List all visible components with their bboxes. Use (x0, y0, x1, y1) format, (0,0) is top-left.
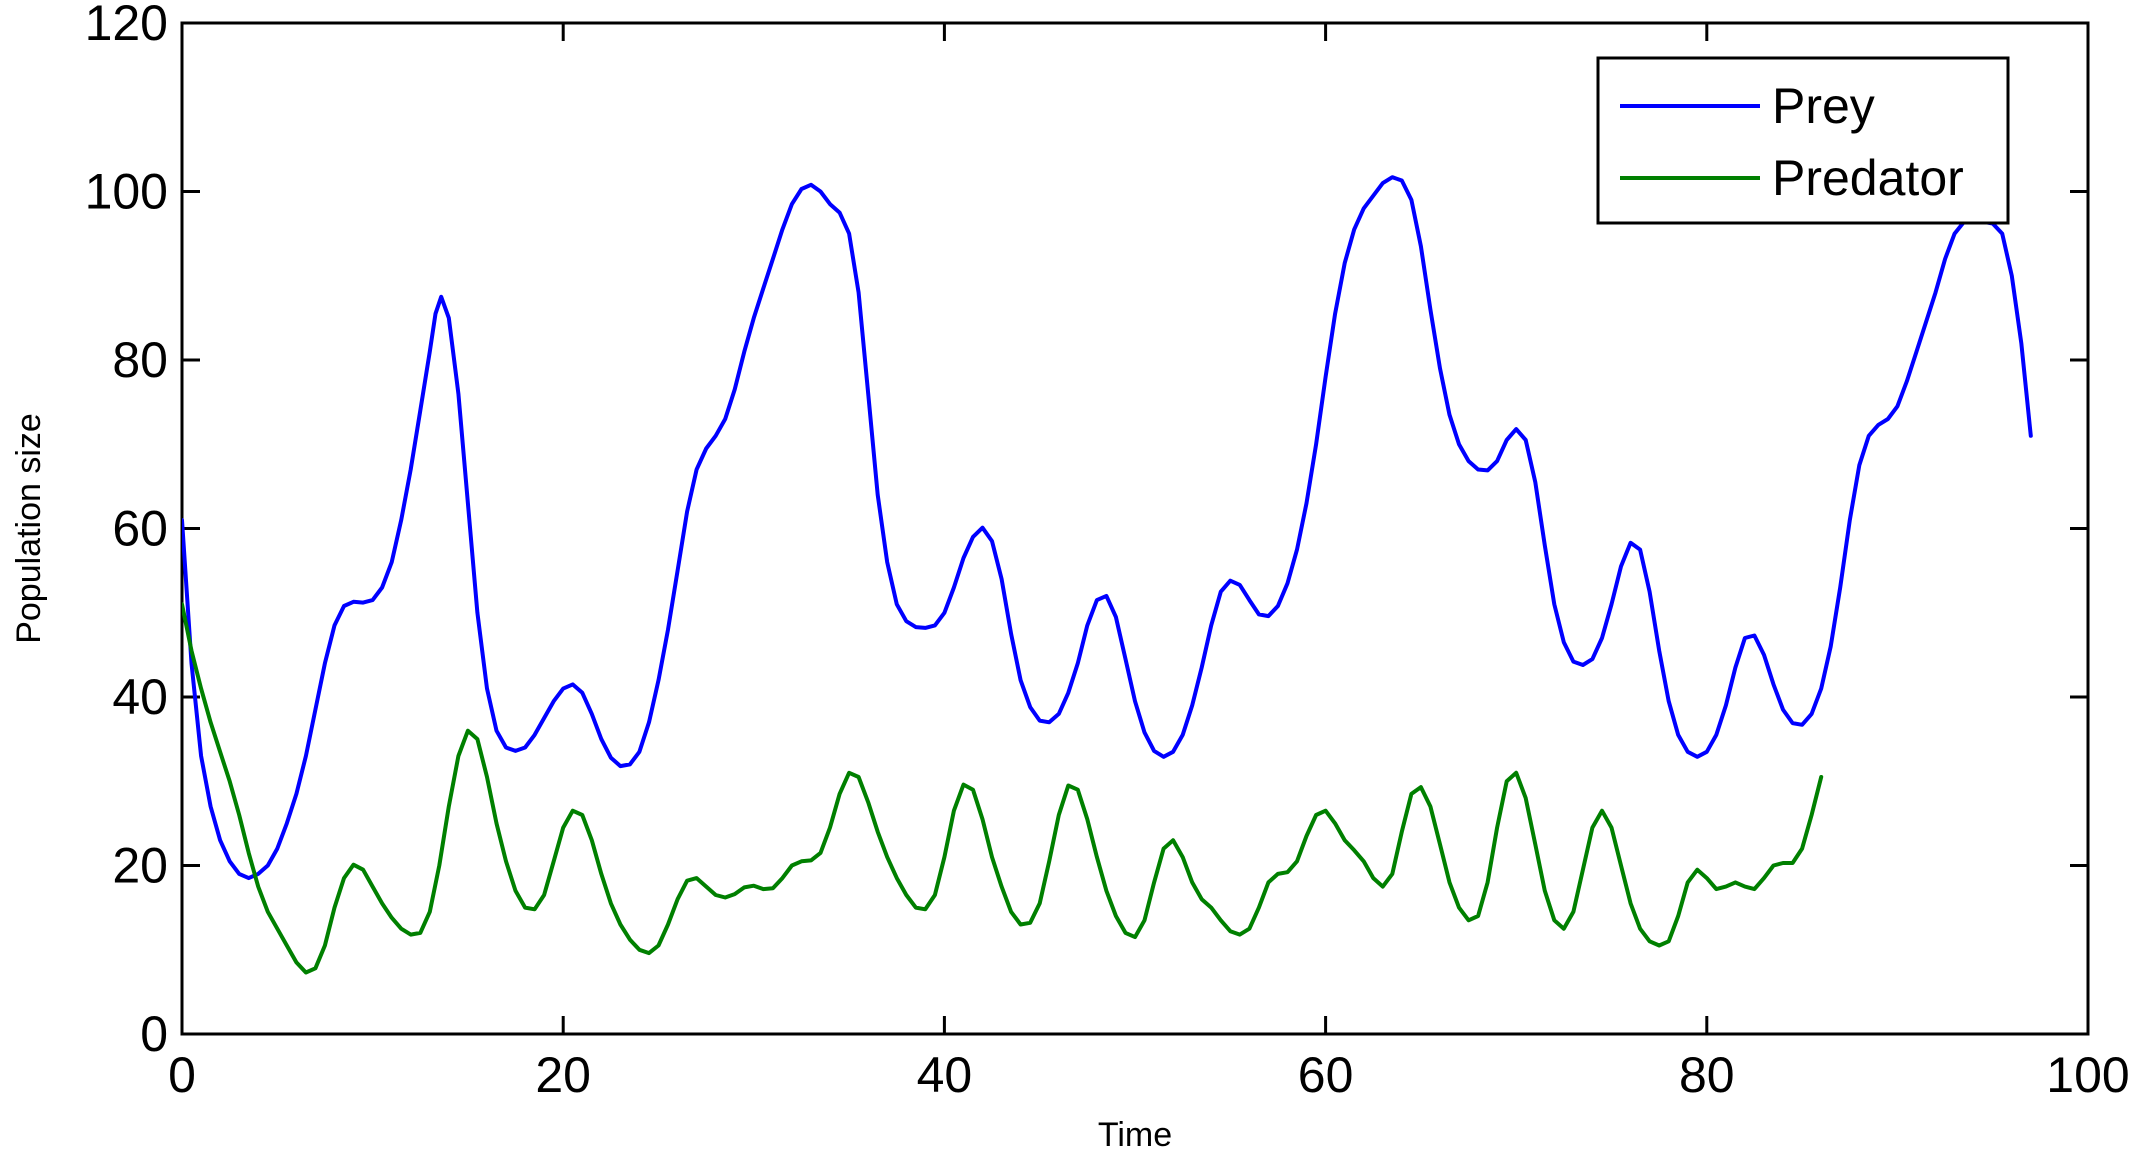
series-line-predator (182, 602, 1824, 975)
x-tick-label: 100 (2046, 1047, 2129, 1103)
y-tick-label: 100 (85, 164, 168, 220)
x-tick-label: 20 (535, 1047, 591, 1103)
legend-label-prey: Prey (1772, 78, 1875, 134)
y-axis-title: Population size (10, 413, 48, 644)
y-tick-label: 120 (85, 0, 168, 51)
x-tick-label: 60 (1298, 1047, 1354, 1103)
y-tick-label: 60 (112, 501, 168, 557)
x-tick-label: 0 (168, 1047, 196, 1103)
series-line-prey (182, 175, 2033, 881)
legend-label-predator: Predator (1772, 150, 1964, 206)
x-tick-label: 40 (917, 1047, 973, 1103)
legend-box (1596, 56, 2010, 225)
ticks-layer (180, 21, 2090, 1036)
y-tick-label: 40 (112, 669, 168, 725)
y-tick-labels: 0 20 40 60 80 100 120 (85, 0, 168, 1062)
x-tick-label: 80 (1679, 1047, 1735, 1103)
x-tick-labels: 0 20 40 60 80 100 (168, 1047, 2130, 1103)
x-axis-title: Time (1098, 1116, 1172, 1154)
y-tick-label: 80 (112, 332, 168, 388)
series-layer (182, 175, 2033, 975)
y-tick-label: 0 (140, 1006, 168, 1062)
y-tick-label: 20 (112, 838, 168, 894)
legend: Prey Predator (1596, 56, 2010, 225)
